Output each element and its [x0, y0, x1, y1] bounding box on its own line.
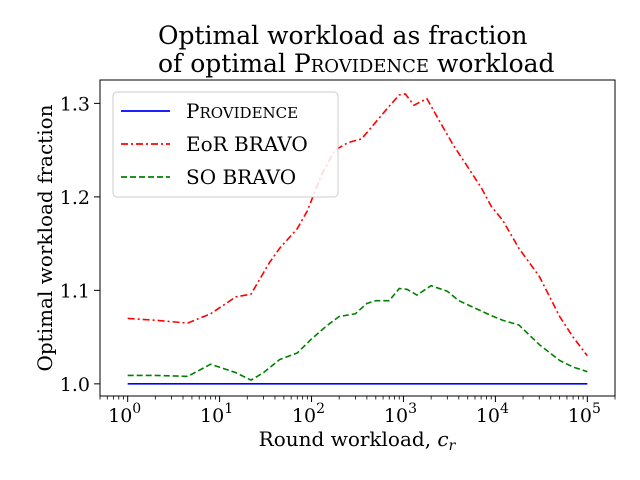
chart-title-line-1: Optimal workload as fraction	[158, 21, 528, 50]
x-tick-label: 101	[200, 401, 233, 427]
y-tick-label: 1.2	[60, 187, 90, 209]
y-tick-label: 1.0	[60, 374, 90, 396]
y-tick-label: 1.3	[60, 93, 90, 115]
y-axis-ticks: 1.0 1.1 1.2 1.3	[60, 93, 100, 396]
legend-label: EoR BRAVO	[186, 132, 308, 156]
plot-area	[127, 93, 588, 385]
x-tick-label: 104	[476, 401, 509, 427]
y-tick-label: 1.1	[60, 280, 90, 302]
x-tick-label: 102	[292, 401, 325, 427]
series-line-3	[127, 284, 588, 382]
plot-frame	[99, 79, 616, 397]
chart-title-line-2: of optimal PROVIDENCE workload	[158, 49, 555, 78]
x-axis-label: Round workload, cr	[259, 427, 457, 454]
x-tick-label: 100	[108, 401, 141, 427]
legend: PROVIDENCE EoR BRAVO SO BRAVO	[112, 91, 339, 198]
legend-label: SO BRAVO	[186, 165, 296, 189]
legend-label: PROVIDENCE	[186, 99, 298, 123]
y-axis-label: Optimal workload fraction	[33, 104, 57, 371]
legend-box	[112, 91, 339, 198]
x-axis-ticks: 100 101 102 103 104 105	[99, 396, 616, 427]
x-tick-label: 105	[568, 401, 601, 427]
x-tick-label: 103	[384, 401, 417, 427]
series-line-2	[127, 93, 588, 357]
